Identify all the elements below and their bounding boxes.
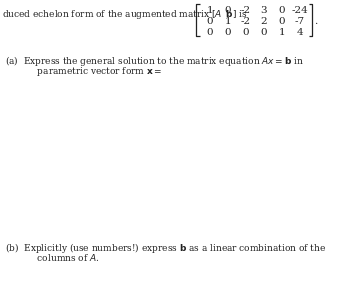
Text: 0: 0 (279, 17, 285, 26)
Text: (a)  Express the general solution to the matrix equation $Ax = \mathbf{b}$ in: (a) Express the general solution to the … (5, 54, 304, 68)
Text: 1: 1 (207, 6, 213, 15)
Text: 0: 0 (225, 6, 231, 15)
Text: duced echelon form of the augmented matrix $[A \;\; \mathbf{b}]$ is: duced echelon form of the augmented matr… (2, 8, 248, 21)
Text: 4: 4 (297, 28, 303, 37)
Text: 0: 0 (207, 28, 213, 37)
Text: .: . (314, 18, 317, 27)
Text: 0: 0 (207, 17, 213, 26)
Text: 0: 0 (243, 28, 249, 37)
Text: parametric vector form $\mathbf{x} =$: parametric vector form $\mathbf{x} =$ (14, 65, 162, 78)
Text: 2: 2 (261, 17, 267, 26)
Text: 0: 0 (279, 6, 285, 15)
Text: 0: 0 (225, 28, 231, 37)
Text: -2: -2 (241, 6, 251, 15)
Text: -7: -7 (295, 17, 305, 26)
Text: (b)  Explicitly (use numbers!) express $\mathbf{b}$ as a linear combination of t: (b) Explicitly (use numbers!) express $\… (5, 241, 326, 255)
Text: columns of $A$.: columns of $A$. (14, 252, 100, 263)
Text: -24: -24 (292, 6, 308, 15)
Text: 1: 1 (279, 28, 285, 37)
Text: 3: 3 (261, 6, 267, 15)
Text: -2: -2 (241, 17, 251, 26)
Text: 0: 0 (261, 28, 267, 37)
Text: 1: 1 (225, 17, 231, 26)
